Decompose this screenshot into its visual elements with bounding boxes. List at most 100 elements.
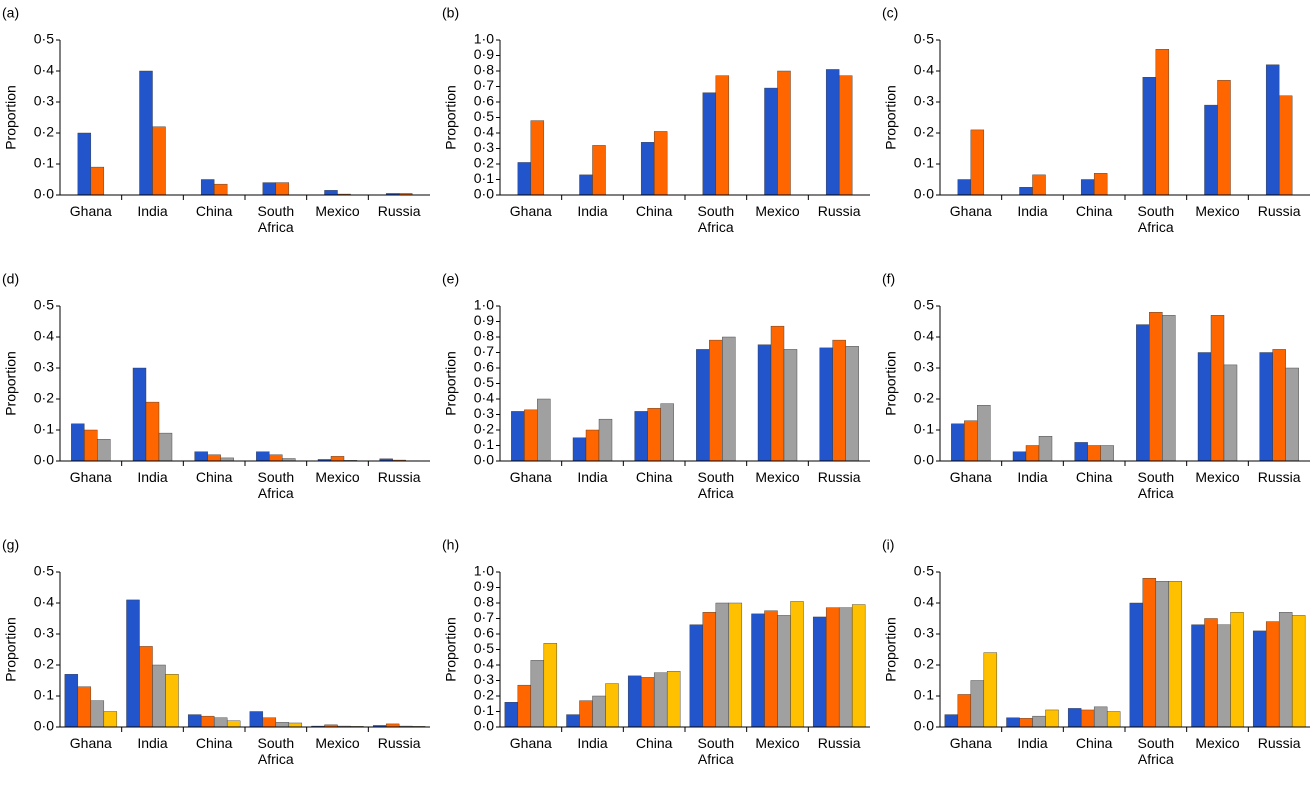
bar	[977, 404, 991, 462]
y-tick-label: 0·4	[34, 594, 54, 610]
bar	[1259, 352, 1273, 462]
bar	[579, 174, 593, 196]
bar	[970, 680, 985, 728]
x-tick-label: India	[1017, 469, 1048, 485]
x-tick-label-box: South Africa	[1138, 203, 1175, 235]
x-tick-label-box: Mexico	[1195, 735, 1239, 751]
y-tick-label: 0·7	[474, 343, 494, 359]
y-axis-label: Proportion	[443, 617, 459, 682]
x-tick-label-box: Russia	[1258, 469, 1301, 485]
bar	[592, 695, 606, 728]
x-tick-label: Ghana	[949, 469, 992, 485]
bar	[1285, 367, 1299, 462]
bar	[1142, 578, 1157, 728]
y-tick-label: 0·4	[34, 328, 54, 344]
bar	[330, 456, 345, 462]
y-tick-label: 0·0	[914, 718, 934, 734]
bar	[1265, 64, 1280, 196]
x-tick-label: China	[195, 735, 233, 751]
chart: (b) Proportion 0·00·10·20·30·40·50·60·70·8…	[442, 5, 870, 235]
y-tick-label: 0·5	[474, 108, 494, 124]
x-tick-label-box: Ghana	[509, 203, 552, 219]
bar	[1032, 715, 1046, 728]
x-tick-label-box: Ghana	[950, 735, 992, 751]
x-tick-label-box: India	[1017, 735, 1047, 751]
bar	[1106, 711, 1121, 728]
bar	[964, 420, 978, 462]
bar	[530, 660, 545, 728]
bar	[1019, 187, 1033, 196]
bar	[1142, 76, 1157, 196]
bar	[1197, 352, 1212, 462]
bar	[524, 409, 538, 462]
y-tick-label: 0·9	[474, 46, 494, 62]
bar	[1210, 315, 1225, 462]
x-tick-label-box: Mexico	[315, 469, 359, 485]
bar	[585, 429, 600, 462]
bar	[126, 599, 140, 728]
bar	[1087, 445, 1101, 462]
y-tick-label: 0·6	[474, 625, 494, 641]
x-tick-label: China	[635, 735, 673, 751]
chart-title: (h)	[442, 537, 459, 553]
bar	[165, 674, 179, 728]
y-tick-label: 0·4	[34, 62, 54, 78]
bar	[90, 700, 105, 728]
bar	[832, 339, 846, 462]
x-tick-label-box: Mexico	[315, 203, 359, 219]
bar	[1136, 324, 1150, 462]
bar	[97, 439, 111, 462]
x-tick-label: India	[137, 469, 168, 485]
x-tick-label: Ghana	[509, 203, 552, 219]
bar	[812, 616, 827, 728]
x-tick-label: South Africa	[1137, 469, 1175, 501]
bar	[647, 408, 661, 462]
bar	[90, 166, 105, 196]
y-tick-label: 0·0	[474, 718, 494, 734]
bar	[139, 70, 153, 196]
bar	[1149, 312, 1163, 462]
x-tick-label: China	[635, 469, 673, 485]
bar	[722, 336, 736, 462]
bar	[517, 684, 532, 728]
x-tick-label: South Africa	[257, 203, 295, 235]
bar	[213, 183, 228, 196]
bar	[572, 437, 587, 462]
x-tick-label-box: Ghana	[70, 203, 112, 219]
bar	[764, 87, 778, 196]
y-tick-label: 0·1	[34, 155, 54, 171]
y-tick-label: 0·2	[474, 421, 494, 437]
bar	[566, 714, 580, 728]
chart-title: (e)	[442, 271, 459, 287]
x-tick-label-box: South Africa	[1137, 469, 1175, 501]
y-tick-label: 0·2	[34, 390, 54, 406]
bar	[592, 145, 606, 196]
bar	[194, 451, 208, 462]
chart: (h) Proportion 0·00·10·20·30·40·50·60·70·8…	[442, 537, 870, 767]
y-tick-label: 0·3	[34, 625, 54, 641]
bar	[598, 418, 613, 462]
y-tick-label: 0·4	[914, 62, 934, 78]
y-tick-label: 0·2	[914, 656, 934, 672]
bar	[256, 451, 270, 462]
x-tick-label: Russia	[377, 469, 421, 485]
x-tick-label-box: India	[577, 203, 607, 219]
bar	[819, 347, 833, 462]
x-tick-label-box: Mexico	[755, 735, 799, 751]
x-tick-label-box: India	[577, 735, 607, 751]
x-tick-label-box: South Africa	[698, 735, 735, 767]
y-tick-label: 0·9	[474, 312, 494, 328]
bar	[783, 349, 798, 462]
x-tick-label: Russia	[817, 203, 861, 219]
bar	[324, 190, 338, 196]
bar	[1025, 445, 1040, 462]
y-tick-label: 0·0	[914, 186, 934, 202]
x-tick-label-box: South Africa	[1138, 735, 1175, 767]
y-tick-label: 0·3	[34, 93, 54, 109]
bar	[517, 162, 532, 196]
bar	[1012, 451, 1027, 462]
y-tick-label: 0·3	[34, 359, 54, 375]
bar	[152, 126, 166, 196]
bar	[1074, 442, 1088, 462]
